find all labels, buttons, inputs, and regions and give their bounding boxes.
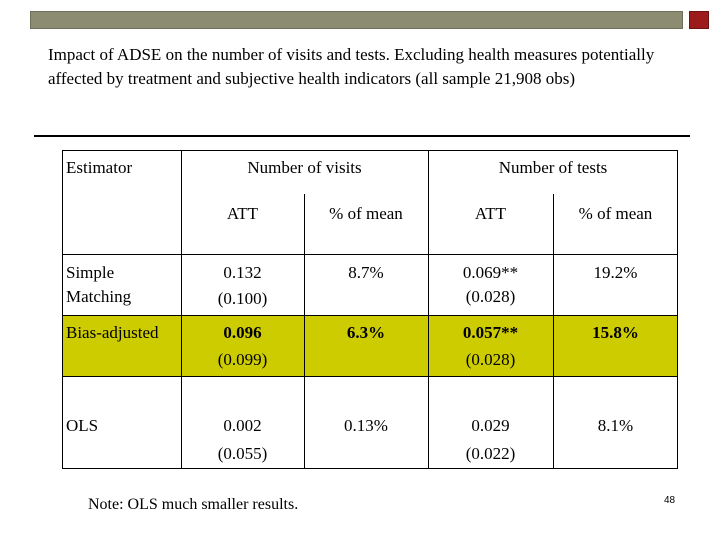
- tests-pct-of-mean: 8.1%: [597, 416, 634, 435]
- header-row-divider: [62, 254, 678, 255]
- visits-standard-error: (0.099): [217, 350, 268, 369]
- table-border-bottom: [62, 468, 678, 469]
- table-border-left: [62, 150, 63, 468]
- slide-title: Impact of ADSE on the number of visits a…: [48, 45, 655, 88]
- visits-standard-error: (0.100): [217, 289, 268, 308]
- header-att-visits: ATT: [226, 204, 259, 223]
- results-table: Estimator Number of visits Number of tes…: [62, 150, 678, 469]
- visits-standard-error: (0.055): [217, 444, 268, 463]
- column-divider: [304, 194, 305, 468]
- row-estimator-label: OLS: [66, 416, 99, 435]
- row-estimator-label: Bias-adjusted: [66, 323, 159, 342]
- title-divider: [34, 135, 690, 137]
- tests-standard-error: (0.028): [465, 350, 516, 369]
- header-pct-mean-tests: % of mean: [578, 204, 653, 223]
- tests-att-value: 0.029: [471, 416, 510, 435]
- row-estimator-label: Simple Matching: [66, 263, 132, 306]
- visits-att-value: 0.132: [223, 263, 262, 282]
- table-border-top: [62, 150, 678, 151]
- tests-standard-error: (0.028): [465, 287, 516, 306]
- header-number-of-tests: Number of tests: [498, 158, 608, 177]
- header-estimator: Estimator: [66, 158, 133, 177]
- highlight-row-band: [62, 315, 678, 376]
- column-divider: [181, 150, 182, 468]
- visits-pct-of-mean: 6.3%: [346, 323, 386, 342]
- footnote: Note: OLS much smaller results.: [88, 496, 299, 513]
- column-divider: [553, 194, 554, 468]
- header-pct-mean-visits: % of mean: [329, 204, 403, 223]
- table-border-right: [677, 150, 678, 468]
- top-decorative-square: [689, 11, 709, 29]
- tests-att-value: 0.069**: [462, 263, 519, 282]
- top-decorative-bar: [30, 11, 683, 29]
- visits-pct-of-mean: 8.7%: [348, 263, 384, 282]
- row-divider: [62, 315, 678, 316]
- tests-pct-of-mean: 15.8%: [592, 323, 639, 342]
- column-divider: [428, 150, 429, 468]
- row-divider: [62, 376, 678, 377]
- header-att-tests: ATT: [474, 204, 507, 223]
- tests-att-value: 0.057**: [462, 323, 519, 342]
- header-number-of-visits: Number of visits: [247, 158, 362, 177]
- visits-pct-of-mean: 0.13%: [344, 416, 388, 435]
- tests-pct-of-mean: 19.2%: [593, 263, 638, 282]
- slide-number: 48: [664, 495, 676, 506]
- visits-att-value: 0.096: [223, 323, 262, 342]
- tests-standard-error: (0.022): [465, 444, 516, 463]
- visits-att-value: 0.002: [223, 416, 262, 435]
